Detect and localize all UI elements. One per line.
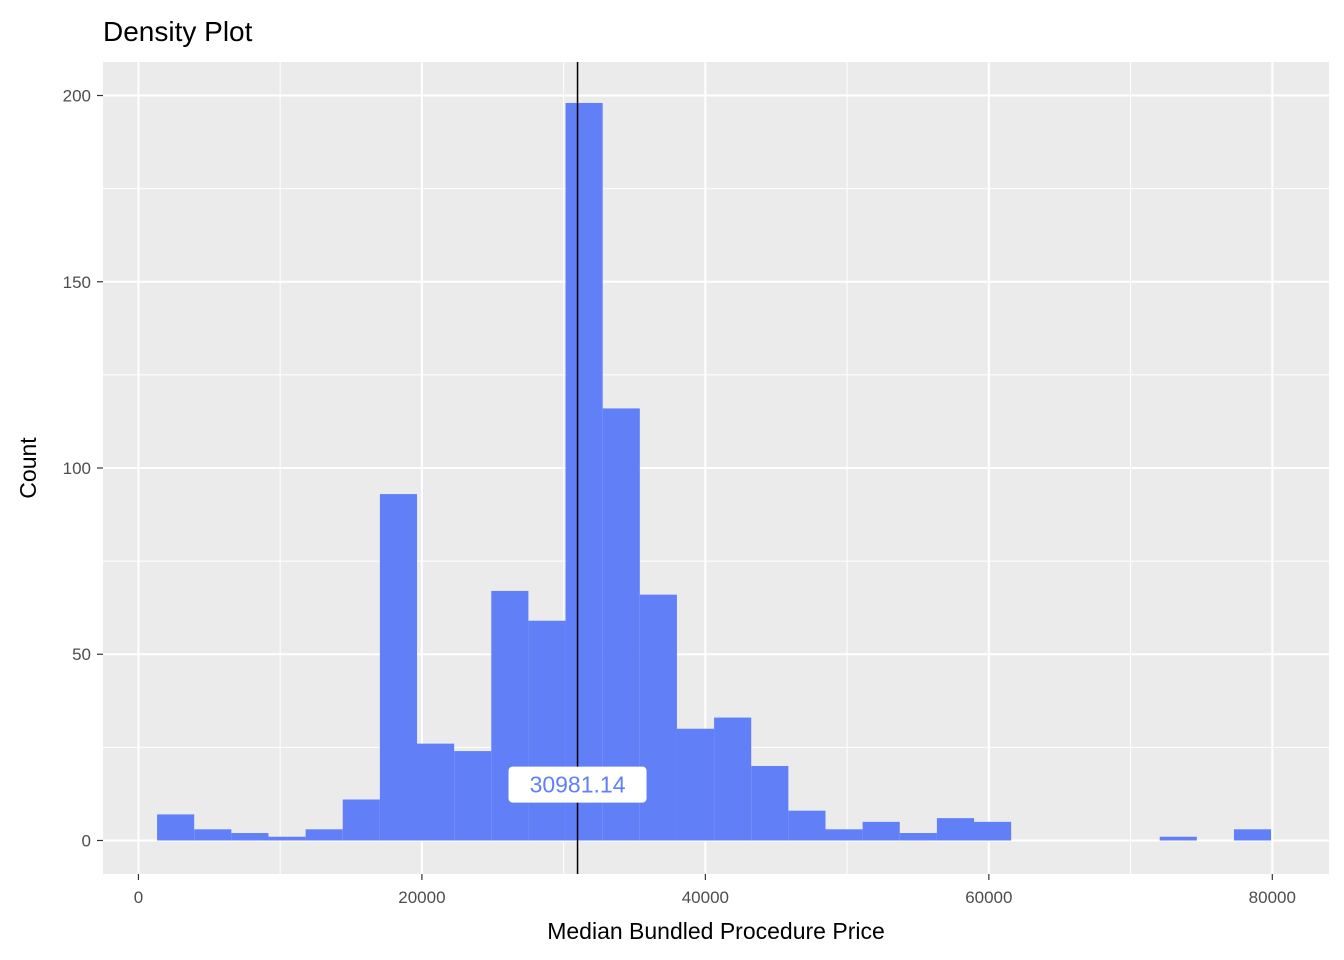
histogram-bar [862,821,900,841]
y-tick-label: 50 [72,645,91,664]
histogram-bar [194,829,232,841]
histogram-bar [639,594,677,841]
histogram-bar [565,102,603,841]
histogram-bar [231,833,269,841]
histogram-bar [379,494,418,841]
histogram-bar [417,743,455,841]
histogram-bar [268,836,306,841]
histogram-bar [305,829,343,841]
histogram-bar [899,833,937,841]
histogram-bar [157,814,195,841]
histogram-bar [491,590,529,841]
x-tick-label: 40000 [682,888,729,907]
x-tick-label: 20000 [398,888,445,907]
histogram-bar [936,818,975,841]
y-tick-label: 200 [63,87,91,106]
histogram-bar [751,765,789,841]
histogram-bar [714,717,752,841]
histogram-bar [1159,836,1197,841]
chart-title: Density Plot [103,16,253,47]
mean-annotation: 30981.14 [508,766,647,803]
histogram-bar [528,620,566,841]
histogram-bar [974,821,1012,841]
histogram-bar [454,751,492,841]
x-axis-title: Median Bundled Procedure Price [547,918,885,944]
x-tick-label: 80000 [1249,888,1296,907]
histogram-bar [825,829,863,841]
y-tick-label: 150 [63,273,91,292]
y-tick-label: 100 [63,459,91,478]
y-axis-ticks: 0 50 100 150 200 [63,87,103,850]
x-tick-label: 60000 [965,888,1012,907]
y-tick-label: 0 [82,831,91,850]
y-axis-title: Count [15,437,41,499]
histogram-bar [676,728,715,841]
x-axis-ticks: 0 20000 40000 60000 80000 [134,874,1296,907]
histogram-bar [1233,829,1272,841]
histogram-bar [342,799,380,841]
histogram-bars [157,102,1272,841]
mean-annotation-box [508,766,647,803]
histogram-bar [788,810,826,841]
x-tick-label: 0 [134,888,143,907]
mean-annotation-label: 30981.14 [530,772,626,798]
